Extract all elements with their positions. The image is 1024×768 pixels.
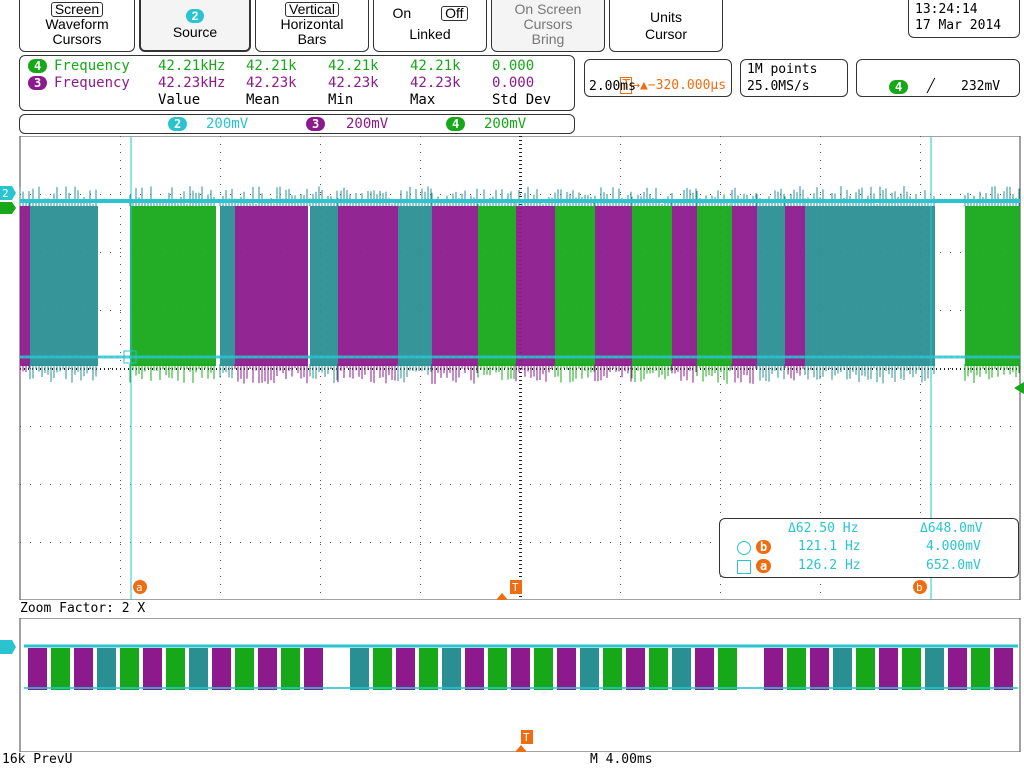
header-max: Max: [410, 92, 435, 108]
ch4-badge[interactable]: 4: [446, 117, 465, 131]
cursor-a-square-icon: [737, 560, 751, 574]
delta-voltage: Δ648.0mV: [920, 521, 983, 537]
ch4-ground-marker[interactable]: [0, 202, 16, 214]
header-min: Min: [328, 92, 353, 108]
source-channel-badge: 2: [186, 9, 205, 23]
waveform-option: Waveform: [20, 17, 134, 32]
trigger-source-badge: 4: [889, 80, 908, 94]
linked-off-option[interactable]: Off: [441, 6, 467, 21]
zoom-ch2-marker[interactable]: [0, 640, 16, 654]
meas2-min: 42.23k: [328, 75, 379, 91]
cursor-readout-box[interactable]: Δ62.50 Hz Δ648.0mV b 121.1 Hz 4.000mV a …: [719, 518, 1019, 578]
acquisition-status: 16k PrevU: [2, 752, 72, 768]
meas1-channel-badge: 4: [28, 59, 47, 73]
timebase-box[interactable]: T →▲−320.000μs 2.00ms: [584, 59, 732, 97]
trigger-level: 232mV: [961, 79, 1000, 95]
cursor-b-handle-label: b: [916, 581, 923, 594]
bring-cursors-button[interactable]: On Screen Cursors Bring: [491, 0, 605, 52]
ch2-badge[interactable]: 2: [168, 117, 187, 131]
trigger-slope-icon: ╱: [927, 79, 935, 95]
cursor-units-button[interactable]: Units Cursor: [609, 0, 723, 52]
ch2-scale: 200mV: [206, 116, 248, 132]
linked-label: Linked: [374, 27, 486, 42]
record-length: 1M points: [747, 62, 817, 78]
linked-on-option[interactable]: On: [393, 5, 412, 21]
linked-button[interactable]: On Off Linked: [373, 0, 487, 52]
cursor-b-badge: b: [756, 540, 771, 554]
meas1-name: Frequency: [54, 58, 130, 74]
timebase-readout: 2.00ms: [589, 79, 636, 95]
acquisition-box[interactable]: 1M points 25.0MS/s: [740, 59, 848, 97]
meas1-std: 0.000: [492, 58, 534, 74]
meas1-mean: 42.21k: [246, 58, 297, 74]
bars-button[interactable]: Vertical Horizontal Bars: [255, 0, 369, 52]
zoom-waveform-traces: [24, 646, 1018, 690]
header-std: Std Dev: [492, 92, 551, 108]
measurement-panel[interactable]: 4 Frequency 42.21kHz 42.21k 42.21k 42.21…: [19, 55, 575, 111]
zoom-overview-display[interactable]: T: [0, 618, 1024, 752]
clock-date: 17 Mar 2014: [915, 18, 1001, 34]
meas2-value: 42.23kHz: [158, 75, 225, 91]
clock-time: 13:24:14: [915, 2, 978, 18]
meas1-max: 42.21k: [410, 58, 461, 74]
zoom-factor-label: Zoom Factor: 2 X: [20, 601, 145, 617]
cursor-b-frequency: 121.1 Hz: [798, 539, 861, 555]
vertical-option[interactable]: Vertical: [285, 2, 339, 17]
meas2-channel-badge: 3: [28, 76, 47, 90]
cursor-a-handle-label: a: [136, 581, 143, 594]
cursors-label: Cursors: [20, 32, 134, 47]
screen-option[interactable]: Screen: [51, 2, 103, 17]
waveform-cursors-button[interactable]: Screen Waveform Cursors: [19, 0, 135, 52]
bring-line3: Bring: [492, 32, 604, 47]
ch3-badge[interactable]: 3: [306, 117, 325, 131]
waveform-traces: [20, 186, 1020, 384]
ch2-marker-label: 2: [2, 187, 9, 200]
channel-scale-bar[interactable]: 2 200mV 3 200mV 4 200mV: [19, 114, 575, 134]
zoom-trigger-label: T: [523, 731, 530, 744]
trigger-position-offset: →▲−320.000μs: [632, 78, 726, 93]
bring-line2: Cursors: [492, 17, 604, 32]
bars-label: Bars: [256, 32, 368, 47]
trigger-point-label: T: [512, 581, 519, 594]
header-mean: Mean: [246, 92, 280, 108]
cursor-label: Cursor: [610, 27, 722, 42]
header-value: Value: [158, 92, 200, 108]
ch4-scale: 200mV: [484, 116, 526, 132]
meas2-max: 42.23k: [410, 75, 461, 91]
meas1-min: 42.21k: [328, 58, 379, 74]
source-label: Source: [141, 25, 249, 40]
horizontal-option: Horizontal: [256, 17, 368, 32]
meas2-std: 0.000: [492, 75, 534, 91]
sample-rate: 25.0MS/s: [747, 79, 810, 95]
delta-frequency: Δ62.50 Hz: [788, 521, 858, 537]
cursor-b-voltage: 4.000mV: [926, 539, 981, 555]
source-button[interactable]: 2 Source: [139, 0, 251, 52]
datetime-box: 13:24:14 17 Mar 2014: [908, 0, 1020, 38]
cursor-a-frequency: 126.2 Hz: [798, 558, 861, 574]
meas2-name: Frequency: [54, 75, 130, 91]
meas2-mean: 42.23k: [246, 75, 297, 91]
ch3-scale: 200mV: [346, 116, 388, 132]
meas1-value: 42.21kHz: [158, 58, 225, 74]
units-label: Units: [610, 10, 722, 25]
cursor-a-voltage: 652.0mV: [926, 558, 981, 574]
cursor-a-badge: a: [756, 559, 771, 573]
cursor-b-circle-icon: [737, 541, 751, 555]
main-timebase: M 4.00ms: [590, 752, 653, 768]
bring-line1: On Screen: [492, 2, 604, 17]
trigger-box[interactable]: 4 ╱ 232mV: [856, 59, 1020, 97]
